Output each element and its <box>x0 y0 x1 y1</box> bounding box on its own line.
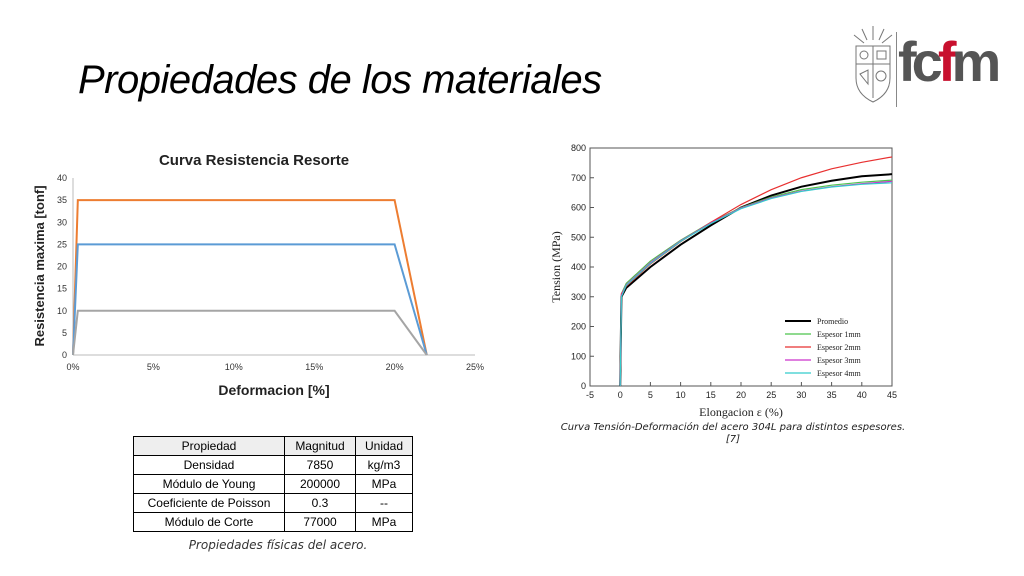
y-tick-label: 25 <box>57 239 67 249</box>
slide-title: Propiedades de los materiales <box>78 58 602 102</box>
x-axis-label: Elongacion ε (%) <box>699 405 783 419</box>
series-line <box>619 182 893 387</box>
legend-label: Espesor 3mm <box>817 356 862 365</box>
y-tick-label: 600 <box>571 203 586 213</box>
y-tick-label: 10 <box>57 306 67 316</box>
y-tick-label: 400 <box>571 262 586 272</box>
y-tick-label: 30 <box>57 217 67 227</box>
table-cell: 0.3 <box>284 493 356 513</box>
x-tick-label: 20 <box>736 390 746 400</box>
university-logo: fcfm <box>848 22 1003 112</box>
y-tick-label: 300 <box>571 292 586 302</box>
legend-label: Espesor 4mm <box>817 369 862 378</box>
table-header-row: Propiedad Magnitud Unidad <box>133 436 413 456</box>
x-tick-label: 15% <box>305 362 323 372</box>
logo-letter: c <box>911 30 943 93</box>
logo-letter: f <box>898 30 917 93</box>
y-tick-label: 40 <box>57 173 67 183</box>
chart2-caption-line1: Curva Tensión-Deformación del acero 304L… <box>560 422 906 433</box>
y-tick-label: 500 <box>571 232 586 242</box>
table-cell: Densidad <box>133 455 285 475</box>
chart-title: Curva Resistencia Resorte <box>159 152 349 169</box>
table-cell: MPa <box>355 512 413 532</box>
chart2-caption-line2: [7] <box>725 434 741 445</box>
y-tick-label: 100 <box>571 351 586 361</box>
x-axis-label: Deformacion [%] <box>218 382 329 398</box>
x-tick-label: 25 <box>766 390 776 400</box>
y-tick-label: 0 <box>62 350 67 360</box>
x-tick-label: -5 <box>586 390 594 400</box>
y-tick-label: 15 <box>57 284 67 294</box>
x-tick-label: 45 <box>887 390 897 400</box>
y-axis-label: Resistencia maxima [tonf] <box>32 185 47 346</box>
spring-resistance-chart: Curva Resistencia Resorte 0 5 10 15 20 25 30 35 4… <box>32 152 484 398</box>
series-line <box>72 199 428 356</box>
logo-letter: m <box>951 30 1001 93</box>
x-tick-label: 5 <box>648 390 653 400</box>
logo-letter: f <box>937 30 957 93</box>
legend-label: Promedio <box>817 317 848 326</box>
x-tick-label: 15 <box>706 390 716 400</box>
table-caption: Propiedades físicas del acero. <box>188 538 368 552</box>
x-tick-label: 30 <box>796 390 806 400</box>
y-axis-label: Tension (MPa) <box>549 231 563 302</box>
series-line <box>619 173 893 387</box>
table-cell: -- <box>355 493 413 513</box>
table-cell: MPa <box>355 474 413 494</box>
series-line <box>72 309 428 356</box>
table-cell: Módulo de Young <box>133 474 285 494</box>
y-tick-label: 20 <box>57 262 67 272</box>
x-tick-label: 35 <box>827 390 837 400</box>
x-tick-label: 10 <box>676 390 686 400</box>
table-cell: Módulo de Corte <box>133 512 285 532</box>
x-tick-label: 20% <box>386 362 404 372</box>
y-tick-label: 200 <box>571 322 586 332</box>
x-tick-label: 25% <box>466 362 484 372</box>
table-row: Coeficiente de Poisson 0.3 -- <box>133 493 413 513</box>
y-tick-label: 35 <box>57 195 67 205</box>
y-tick-label: 800 <box>571 143 586 153</box>
x-tick-label: 5% <box>147 362 160 372</box>
chart2-caption: Curva Tensión-Deformación del acero 304L… <box>553 422 913 446</box>
crest-icon <box>853 26 893 103</box>
table-cell: 200000 <box>284 474 356 494</box>
logo-wordmark: fcfm <box>898 34 1001 90</box>
x-tick-label: 40 <box>857 390 867 400</box>
series-line <box>72 243 428 356</box>
properties-table: Propiedad Magnitud Unidad Densidad 7850 … <box>133 436 413 532</box>
y-tick-label: 5 <box>62 328 67 338</box>
y-tick-label: 700 <box>571 173 586 183</box>
table-row: Densidad 7850 kg/m3 <box>133 455 413 475</box>
x-tick-label: 10% <box>225 362 243 372</box>
table-cell: 7850 <box>284 455 356 475</box>
legend-label: Espesor 2mm <box>817 343 862 352</box>
legend-label: Espesor 1mm <box>817 330 862 339</box>
table-row: Módulo de Corte 77000 MPa <box>133 512 413 532</box>
table-cell: 77000 <box>284 512 356 532</box>
table-cell: Coeficiente de Poisson <box>133 493 285 513</box>
x-tick-label: 0% <box>66 362 79 372</box>
y-tick-label: 0 <box>581 381 586 391</box>
column-header: Magnitud <box>284 436 356 456</box>
column-header: Unidad <box>355 436 413 456</box>
table-row: Módulo de Young 200000 MPa <box>133 474 413 494</box>
table-cell: kg/m3 <box>355 455 413 475</box>
x-tick-label: 0 <box>618 390 623 400</box>
column-header: Propiedad <box>133 436 285 456</box>
logo-divider <box>896 32 897 107</box>
